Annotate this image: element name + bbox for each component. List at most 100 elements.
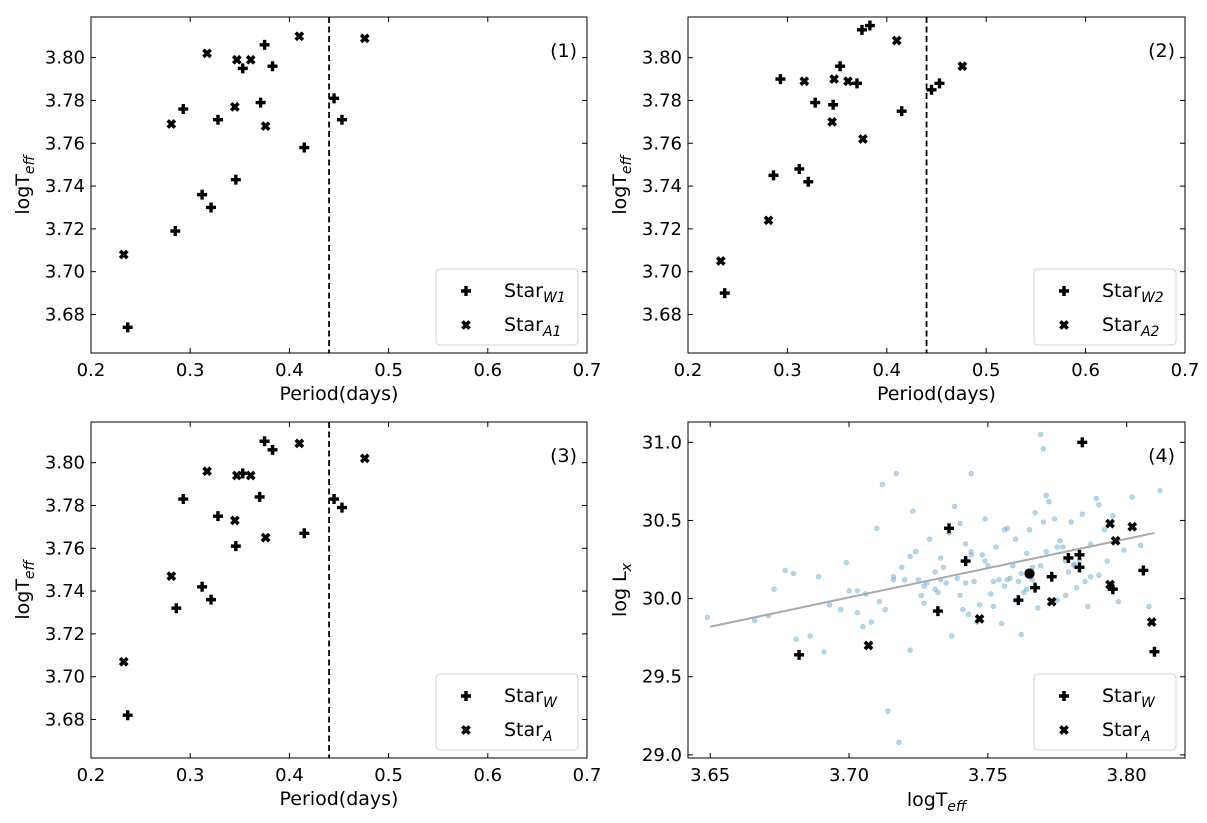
background-point bbox=[843, 559, 849, 566]
background-point bbox=[932, 569, 938, 575]
legend-box bbox=[435, 268, 579, 346]
y-tick-label: 3.80 bbox=[45, 453, 85, 474]
data-point-W bbox=[943, 523, 954, 534]
data-point-A2 bbox=[827, 116, 838, 127]
panel-label: (4) bbox=[1148, 445, 1175, 467]
x-tick-label: 3.70 bbox=[829, 765, 869, 786]
y-tick-label: 3.80 bbox=[642, 48, 682, 69]
background-point bbox=[1035, 605, 1041, 611]
legend-label-W2-subscript: W2 bbox=[1141, 290, 1164, 306]
data-point-A1 bbox=[118, 249, 129, 260]
background-point bbox=[1001, 527, 1008, 533]
data-point-W bbox=[794, 649, 805, 660]
y-tick-label: 3.74 bbox=[642, 176, 682, 197]
background-point bbox=[912, 549, 919, 555]
background-point bbox=[1065, 569, 1072, 575]
fit-line bbox=[710, 531, 1155, 628]
y-tick-label: 3.78 bbox=[45, 90, 85, 111]
background-point bbox=[1101, 527, 1108, 533]
y-axis-label-main: log L bbox=[609, 571, 631, 617]
legend: StarW StarA bbox=[1033, 673, 1177, 751]
x-tick-label: 0.5 bbox=[374, 360, 403, 381]
background-point bbox=[1024, 550, 1030, 556]
legend-label-W-subscript: W bbox=[1141, 695, 1156, 711]
background-point bbox=[1115, 599, 1122, 605]
legend-label-W1-subscript: W1 bbox=[543, 290, 566, 306]
data-point-W1 bbox=[336, 114, 347, 125]
data-point-W1 bbox=[230, 174, 241, 185]
background-point bbox=[921, 600, 927, 606]
background-point bbox=[987, 591, 994, 597]
data-point-W1 bbox=[329, 93, 340, 104]
y-tick-label: 3.74 bbox=[45, 581, 85, 602]
background-point bbox=[854, 588, 861, 594]
legend-marker-W bbox=[1059, 691, 1069, 701]
y-tick-label: 29.0 bbox=[642, 745, 682, 766]
x-axis-label: Period(days) bbox=[877, 383, 996, 405]
data-point-A bbox=[1105, 518, 1115, 529]
background-point bbox=[990, 603, 997, 610]
y-tick-label: 3.70 bbox=[45, 667, 85, 688]
background-point bbox=[882, 606, 888, 613]
legend-label-A-main: Star bbox=[1102, 719, 1141, 741]
legend-label-W1: StarW1 bbox=[504, 280, 566, 306]
chart-panel-2: 0.2 0.3 0.4 0.5 0.6 0.7 3.68 3.70 3.72 3.74 3.76 3.… bbox=[609, 16, 1199, 405]
data-point-W1 bbox=[255, 97, 266, 108]
y-axis-label: logTeff bbox=[609, 153, 635, 214]
x-tick-label: 0.5 bbox=[972, 360, 1001, 381]
data-point-A1 bbox=[260, 121, 271, 132]
legend-box bbox=[1033, 673, 1177, 751]
data-point-W bbox=[178, 494, 189, 505]
background-point bbox=[990, 578, 997, 585]
background-point bbox=[1071, 561, 1077, 567]
background-point bbox=[901, 577, 908, 583]
data-point-A bbox=[1127, 521, 1138, 532]
data-point-W bbox=[171, 603, 182, 614]
data-point-W1 bbox=[259, 39, 270, 50]
background-point bbox=[1074, 584, 1080, 591]
data-point-W1 bbox=[178, 104, 189, 115]
x-tick-label: 0.5 bbox=[374, 765, 403, 786]
data-point-W1 bbox=[206, 202, 217, 213]
data-point-W bbox=[1138, 565, 1149, 576]
background-point bbox=[1051, 516, 1058, 522]
legend-label-A: StarA bbox=[1102, 719, 1151, 745]
background-point bbox=[1129, 494, 1135, 500]
y-tick-label: 31.0 bbox=[642, 432, 682, 453]
data-point-A2 bbox=[891, 35, 902, 46]
x-tick-label: 0.2 bbox=[674, 360, 703, 381]
data-point-W2 bbox=[896, 106, 907, 117]
background-point bbox=[957, 592, 963, 599]
plot-frame bbox=[90, 16, 588, 354]
data-point-W2 bbox=[856, 24, 867, 35]
legend-label-W-main: Star bbox=[504, 685, 543, 707]
data-point-W2 bbox=[803, 176, 814, 187]
legend-marker-A bbox=[461, 725, 471, 735]
data-point-W bbox=[1013, 595, 1024, 606]
data-point-A1 bbox=[229, 102, 240, 112]
background-point bbox=[876, 599, 883, 605]
background-point bbox=[1043, 549, 1049, 555]
x-tick-label: 0.2 bbox=[77, 360, 106, 381]
legend-box bbox=[1033, 268, 1177, 346]
data-point-A bbox=[294, 438, 305, 449]
data-point-W bbox=[230, 541, 241, 552]
data-point-W bbox=[212, 511, 223, 522]
data-point-W2 bbox=[794, 163, 805, 174]
y-tick-label: 3.72 bbox=[45, 624, 85, 645]
background-point bbox=[921, 583, 927, 589]
data-point-W bbox=[122, 710, 133, 721]
data-point-A bbox=[863, 640, 874, 651]
x-axis-label: logTeff bbox=[907, 789, 968, 815]
legend-marker-W2 bbox=[1059, 286, 1069, 296]
legend-label-A1-main: Star bbox=[504, 314, 543, 336]
background-point bbox=[1157, 488, 1163, 494]
data-point-W bbox=[1149, 646, 1160, 657]
panel-label: (1) bbox=[550, 40, 577, 62]
data-point-A2 bbox=[763, 215, 774, 226]
data-point-A bbox=[974, 614, 985, 624]
background-point bbox=[1146, 603, 1152, 610]
background-point bbox=[965, 611, 972, 617]
